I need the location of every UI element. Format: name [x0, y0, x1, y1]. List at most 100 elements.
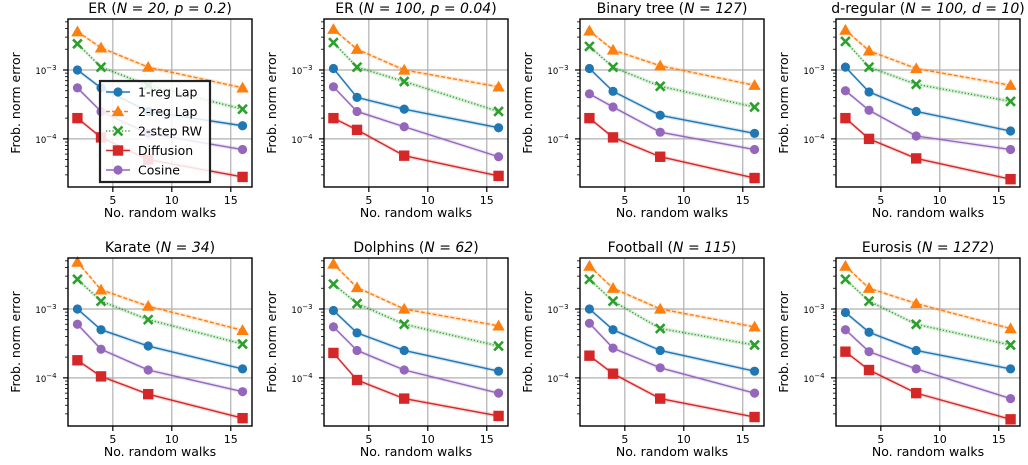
data-point — [1005, 144, 1016, 155]
data-point — [863, 61, 875, 73]
series-band — [845, 39, 1011, 104]
series-line — [844, 311, 1011, 370]
series-band — [333, 40, 499, 114]
x-axis-label: No. random walks — [872, 205, 984, 220]
data-point — [864, 105, 874, 115]
data-point — [493, 410, 504, 422]
series-line — [588, 265, 755, 328]
y-tick-exponent: −3 — [814, 303, 824, 311]
series-band — [845, 277, 1011, 348]
panel-title-prefix: ER ( — [88, 1, 117, 17]
y-tick-base: 10 — [803, 306, 814, 316]
y-tick-base: 10 — [35, 306, 46, 316]
axes-frame — [67, 18, 253, 188]
series-band — [77, 277, 243, 347]
data-point — [399, 122, 409, 132]
data-point — [607, 295, 619, 307]
data-point — [95, 295, 107, 307]
panel-title-prefix: d-regular ( — [831, 1, 905, 17]
x-tick-label: 10 — [677, 194, 691, 207]
data-point — [654, 302, 667, 314]
data-point — [96, 344, 106, 354]
data-point — [328, 112, 339, 124]
data-point — [328, 322, 339, 332]
x-tick-label: 5 — [109, 194, 116, 207]
y-axis-label: Frob. norm error — [264, 290, 279, 392]
series-line — [76, 261, 243, 332]
data-point — [654, 59, 667, 71]
data-point — [399, 345, 409, 356]
series-line — [76, 278, 243, 345]
data-point — [351, 374, 363, 386]
series-band — [589, 91, 755, 152]
data-point — [862, 282, 876, 293]
data-point — [840, 307, 851, 318]
y-tick-base: 10 — [803, 67, 814, 77]
y-tick-label: 10−4 — [291, 372, 313, 385]
data-point — [72, 319, 83, 329]
x-axis-label: No. random walks — [360, 205, 472, 220]
data-point — [840, 36, 851, 47]
y-tick-label: 10−3 — [291, 64, 312, 77]
series-band — [77, 358, 243, 421]
panel-title: Dolphins (N = 62) — [353, 240, 478, 256]
data-point — [840, 325, 851, 335]
x-tick-label: 10 — [677, 433, 691, 446]
series-line — [589, 93, 755, 151]
y-tick-exponent: −4 — [302, 133, 313, 141]
data-point — [72, 38, 83, 50]
series-line — [844, 117, 1011, 180]
data-point — [840, 273, 851, 285]
data-point — [236, 81, 249, 93]
data-point — [352, 345, 362, 356]
panel-title-suffix: ) — [731, 240, 736, 256]
data-point — [608, 86, 618, 96]
x-tick-label: 15 — [736, 433, 750, 446]
data-point — [840, 112, 851, 124]
data-point — [910, 297, 923, 309]
series-band — [845, 28, 1011, 88]
series-line — [332, 86, 499, 158]
x-axis-label: No. random walks — [872, 444, 984, 459]
y-axis-label: Frob. norm error — [264, 51, 279, 153]
data-point — [910, 62, 923, 74]
data-point — [399, 150, 410, 161]
series-line — [844, 90, 1011, 151]
panel-title-math: N = 34 — [161, 240, 210, 256]
data-point — [142, 60, 155, 72]
data-point — [399, 365, 409, 375]
legend-label: Diffusion — [138, 143, 193, 158]
panel-title: Karate (N = 34) — [105, 240, 215, 256]
data-point — [608, 343, 618, 353]
legend-marker — [112, 125, 124, 137]
y-tick-exponent: −3 — [814, 64, 824, 72]
y-tick-label: 10−3 — [35, 303, 56, 316]
y-axis-label: Frob. norm error — [520, 290, 535, 392]
panel-title-math: N = 62 — [424, 240, 473, 256]
data-point — [350, 281, 364, 293]
data-point — [237, 171, 248, 183]
x-axis-label: No. random walks — [616, 444, 728, 459]
legend-label: Cosine — [138, 163, 180, 178]
data-point — [862, 44, 876, 56]
data-point — [493, 388, 504, 398]
y-tick-label: 10−4 — [803, 133, 825, 146]
series-line — [844, 265, 1011, 330]
series-band — [589, 44, 755, 110]
data-point — [236, 324, 249, 335]
data-point — [607, 61, 619, 73]
panel-title-math: N = 1272 — [922, 240, 989, 256]
x-tick-label: 5 — [109, 433, 116, 446]
panel-title-suffix: ) — [1019, 1, 1024, 17]
series-line — [77, 31, 243, 89]
y-tick-base: 10 — [35, 67, 46, 77]
data-point — [584, 273, 595, 285]
data-point — [350, 43, 364, 54]
data-point — [142, 314, 154, 325]
data-point — [398, 63, 411, 75]
data-point — [839, 23, 852, 35]
y-tick-base: 10 — [35, 375, 46, 385]
